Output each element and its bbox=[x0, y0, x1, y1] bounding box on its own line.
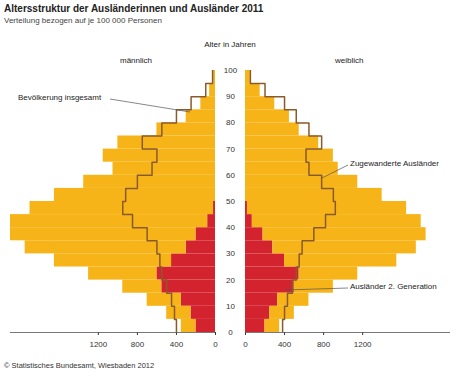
svg-text:0: 0 bbox=[213, 340, 218, 349]
svg-text:80: 80 bbox=[226, 118, 235, 127]
svg-text:0: 0 bbox=[228, 328, 233, 337]
html-text:männlich: männlich bbox=[120, 56, 152, 65]
html-text:Zugewanderte Ausländer: Zugewanderte Ausländer bbox=[350, 159, 439, 168]
html-text:Altersstruktur der Ausländerin: Altersstruktur der Ausländerinnen und Au… bbox=[4, 3, 264, 14]
svg-text:1200: 1200 bbox=[354, 340, 372, 349]
html-text:Verteilung bezogen auf je 100: Verteilung bezogen auf je 100 000 Person… bbox=[4, 16, 162, 25]
svg-text:60: 60 bbox=[226, 171, 235, 180]
svg-text:90: 90 bbox=[226, 92, 235, 101]
svg-text:20: 20 bbox=[226, 276, 235, 285]
svg-text:10: 10 bbox=[226, 302, 235, 311]
html-text:weiblich: weiblich bbox=[335, 56, 364, 65]
html-text:© Statistisches Bundesamt, Wie: © Statistisches Bundesamt, Wiesbaden 201… bbox=[4, 361, 155, 370]
svg-text:400: 400 bbox=[278, 340, 292, 349]
svg-text:30: 30 bbox=[226, 249, 235, 258]
html-text:Ausländer 2. Generation: Ausländer 2. Generation bbox=[350, 282, 437, 291]
svg-text:40: 40 bbox=[226, 223, 235, 232]
svg-text:1200: 1200 bbox=[89, 340, 107, 349]
svg-text:70: 70 bbox=[226, 145, 235, 154]
html-text:Alter in Jahren: Alter in Jahren bbox=[204, 40, 256, 49]
svg-text:400: 400 bbox=[170, 340, 184, 349]
svg-text:0: 0 bbox=[243, 340, 248, 349]
svg-text:50: 50 bbox=[226, 197, 235, 206]
svg-text:800: 800 bbox=[317, 340, 331, 349]
svg-text:100: 100 bbox=[224, 66, 238, 75]
svg-text:800: 800 bbox=[131, 340, 145, 349]
html-text:Bevölkerung insgesamt: Bevölkerung insgesamt bbox=[18, 93, 102, 102]
